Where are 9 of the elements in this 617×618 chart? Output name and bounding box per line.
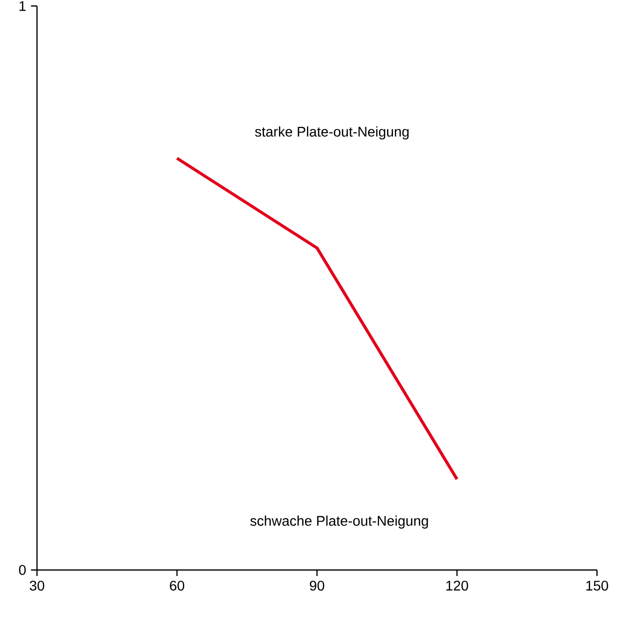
- y-tick-label: 1: [20, 1, 26, 11]
- x-tick-label: 30: [30, 580, 44, 591]
- x-tick-label: 150: [586, 580, 608, 591]
- x-tick-label: 120: [446, 580, 468, 591]
- annotation: schwache Plate-out-Neigung: [250, 516, 428, 529]
- y-tick-label: 0: [19, 565, 26, 575]
- x-tick-label: 90: [310, 580, 324, 591]
- annotation: starke Plate-out-Neigung: [255, 126, 409, 140]
- x-tick-label: 60: [170, 580, 184, 591]
